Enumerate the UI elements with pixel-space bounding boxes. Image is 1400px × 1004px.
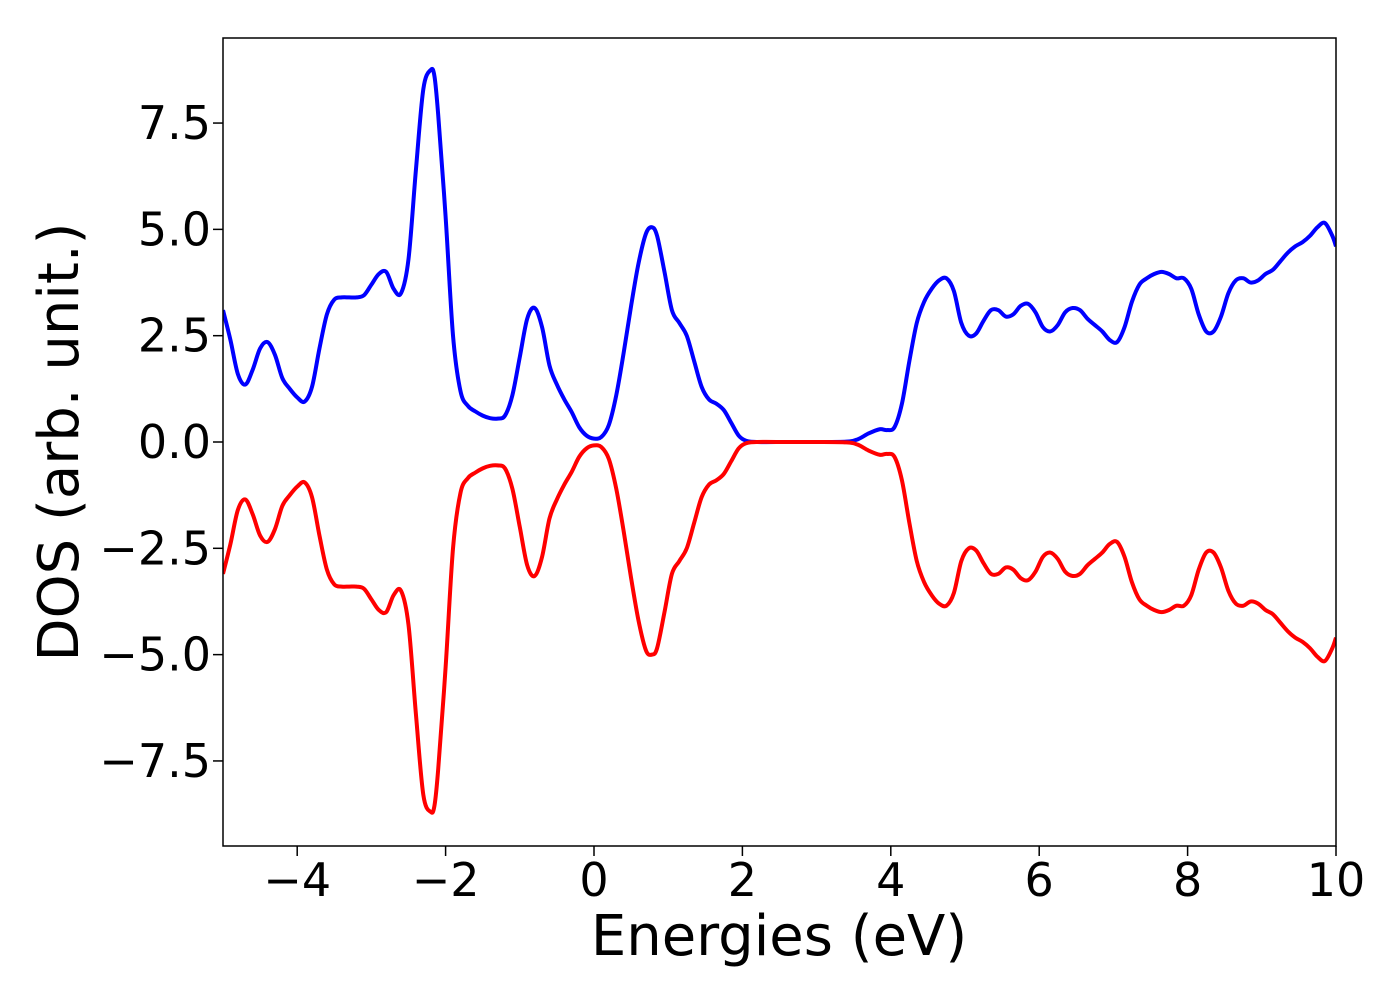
y-axis-title: DOS (arb. unit.) xyxy=(27,222,92,661)
x-tick-label: 10 xyxy=(1307,853,1366,907)
y-tick-label: 7.5 xyxy=(138,96,211,150)
x-tick-label: 2 xyxy=(728,853,757,907)
x-axis-ticks: −4 −2 0 2 4 6 8 10 xyxy=(263,846,1365,907)
series-layer xyxy=(223,66,1336,815)
x-axis-title: Energies (eV) xyxy=(591,904,967,969)
x-tick-label: 6 xyxy=(1025,853,1054,907)
x-tick-label: 0 xyxy=(579,853,608,907)
y-tick-label: 5.0 xyxy=(138,202,211,256)
y-tick-label: −2.5 xyxy=(99,521,211,575)
x-tick-label: 8 xyxy=(1173,853,1202,907)
y-tick-label: 2.5 xyxy=(138,309,211,363)
x-tick-label: −2 xyxy=(412,853,480,907)
series-line-up xyxy=(223,66,1336,445)
x-tick-label: −4 xyxy=(263,853,331,907)
series-line-down xyxy=(223,439,1336,815)
y-tick-label: 0.0 xyxy=(138,415,211,469)
y-axis-ticks: 7.5 5.0 2.5 0.0 −2.5 −5.0 −7.5 xyxy=(99,96,223,788)
y-tick-label: −7.5 xyxy=(99,734,211,788)
y-tick-label: −5.0 xyxy=(99,628,211,682)
x-tick-label: 4 xyxy=(876,853,905,907)
